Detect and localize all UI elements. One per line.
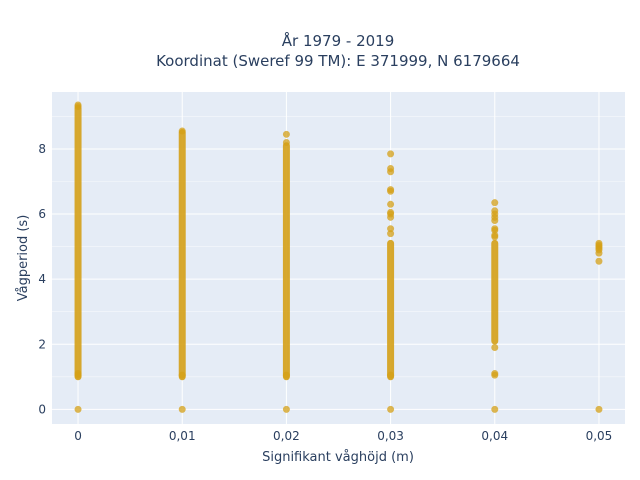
x-tick-label: 0,04 bbox=[481, 429, 508, 443]
scatter-point bbox=[491, 344, 499, 352]
scatter-point bbox=[387, 225, 395, 233]
y-tick-label: 6 bbox=[38, 207, 46, 221]
scatter-point bbox=[387, 186, 395, 194]
x-tick-label: 0,02 bbox=[273, 429, 300, 443]
x-axis-ticks: 0 0,01 0,02 0,03 0,04 0,05 bbox=[74, 429, 612, 443]
scatter-point bbox=[74, 405, 82, 413]
scatter-point-run bbox=[491, 239, 499, 345]
scatter-point bbox=[491, 405, 499, 413]
scatter-point bbox=[491, 199, 499, 207]
scatter-points bbox=[74, 101, 603, 413]
scatter-point bbox=[74, 101, 82, 109]
scatter-point bbox=[595, 239, 603, 247]
scatter-point bbox=[282, 138, 290, 146]
x-tick-label: 0 bbox=[74, 429, 82, 443]
x-tick-label: 0,01 bbox=[169, 429, 196, 443]
scatter-point bbox=[178, 405, 186, 413]
scatter-point-run bbox=[178, 129, 186, 381]
y-tick-label: 0 bbox=[38, 402, 46, 416]
scatter-point bbox=[491, 370, 499, 378]
x-tick-label: 0,05 bbox=[586, 429, 613, 443]
scatter-point-run bbox=[387, 239, 395, 381]
scatter-point bbox=[595, 405, 603, 413]
scatter-point bbox=[387, 208, 395, 216]
y-tick-label: 2 bbox=[38, 337, 46, 351]
scatter-point-run bbox=[74, 104, 82, 381]
scatter-point bbox=[387, 164, 395, 172]
scatter-point bbox=[74, 370, 82, 378]
scatter-point bbox=[178, 127, 186, 135]
scatter-point bbox=[282, 371, 290, 379]
chart-title-line1: År 1979 - 2019 bbox=[282, 31, 395, 50]
y-axis-title: Vågperiod (s) bbox=[16, 215, 31, 302]
scatter-point bbox=[178, 371, 186, 379]
scatter-point bbox=[491, 231, 499, 239]
chart-title-line2: Koordinat (Sweref 99 TM): E 371999, N 61… bbox=[156, 52, 520, 70]
plot-area bbox=[52, 92, 625, 424]
x-tick-label: 0,03 bbox=[377, 429, 404, 443]
x-axis-title: Signifikant våghöjd (m) bbox=[262, 450, 414, 465]
scatter-point bbox=[387, 200, 395, 208]
scatter-point bbox=[491, 207, 499, 215]
scatter-point-run bbox=[282, 142, 290, 381]
scatter-point bbox=[595, 257, 603, 265]
scatter-point bbox=[387, 371, 395, 379]
y-axis-ticks: 0 2 4 6 8 bbox=[38, 142, 46, 416]
scatter-point bbox=[387, 230, 395, 238]
y-tick-label: 4 bbox=[38, 272, 46, 286]
y-tick-label: 8 bbox=[38, 142, 46, 156]
scatter-point bbox=[282, 130, 290, 138]
scatter-point bbox=[387, 150, 395, 158]
scatter-point bbox=[491, 225, 499, 233]
scatter-point bbox=[282, 405, 290, 413]
scatter-point bbox=[387, 405, 395, 413]
